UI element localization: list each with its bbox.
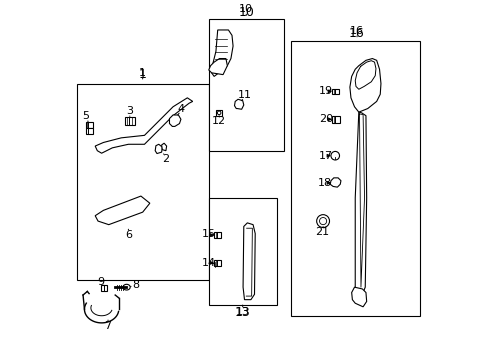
Text: 6: 6 <box>124 230 132 240</box>
Polygon shape <box>329 178 340 187</box>
Text: 10: 10 <box>239 4 253 14</box>
Text: 10: 10 <box>238 6 254 19</box>
Bar <box>331 116 339 123</box>
Text: 7: 7 <box>104 321 111 332</box>
Text: 14: 14 <box>202 258 215 268</box>
Text: 18: 18 <box>318 178 332 188</box>
Circle shape <box>217 111 221 114</box>
Bar <box>85 122 93 128</box>
Bar <box>216 110 222 116</box>
Bar <box>101 285 107 291</box>
Bar <box>214 260 221 266</box>
Polygon shape <box>162 143 166 151</box>
Polygon shape <box>95 196 149 225</box>
Bar <box>208 198 276 305</box>
Text: 12: 12 <box>212 116 226 126</box>
Text: 8: 8 <box>132 280 139 290</box>
Text: 1: 1 <box>139 68 146 81</box>
Circle shape <box>316 215 329 228</box>
Bar <box>208 19 283 152</box>
Text: 5: 5 <box>82 111 89 121</box>
Text: 4: 4 <box>177 104 184 113</box>
Polygon shape <box>208 59 227 75</box>
Polygon shape <box>243 223 255 300</box>
Polygon shape <box>155 144 162 154</box>
Text: 2: 2 <box>162 154 168 164</box>
Text: 17: 17 <box>318 151 332 161</box>
Text: 15: 15 <box>202 229 215 239</box>
Bar <box>331 89 339 94</box>
Text: 11: 11 <box>237 90 251 100</box>
Bar <box>290 41 419 316</box>
Text: 20: 20 <box>318 114 332 124</box>
Circle shape <box>319 217 326 225</box>
Text: 19: 19 <box>318 86 332 96</box>
Bar <box>214 232 221 238</box>
Polygon shape <box>95 98 192 153</box>
Polygon shape <box>234 99 244 109</box>
Bar <box>85 128 93 134</box>
Polygon shape <box>354 112 366 296</box>
Bar <box>77 84 208 280</box>
Text: 1: 1 <box>139 68 146 78</box>
Polygon shape <box>351 287 366 307</box>
Text: 13: 13 <box>235 307 249 317</box>
FancyBboxPatch shape <box>124 117 135 125</box>
Text: 13: 13 <box>234 306 250 319</box>
Polygon shape <box>169 115 181 126</box>
Text: 3: 3 <box>126 106 133 116</box>
Polygon shape <box>211 30 233 76</box>
Text: 16: 16 <box>348 27 364 40</box>
Text: 21: 21 <box>315 227 329 237</box>
Text: 16: 16 <box>349 26 363 36</box>
Text: 9: 9 <box>97 277 104 287</box>
Polygon shape <box>349 59 380 112</box>
Polygon shape <box>123 284 130 290</box>
Circle shape <box>330 152 339 160</box>
